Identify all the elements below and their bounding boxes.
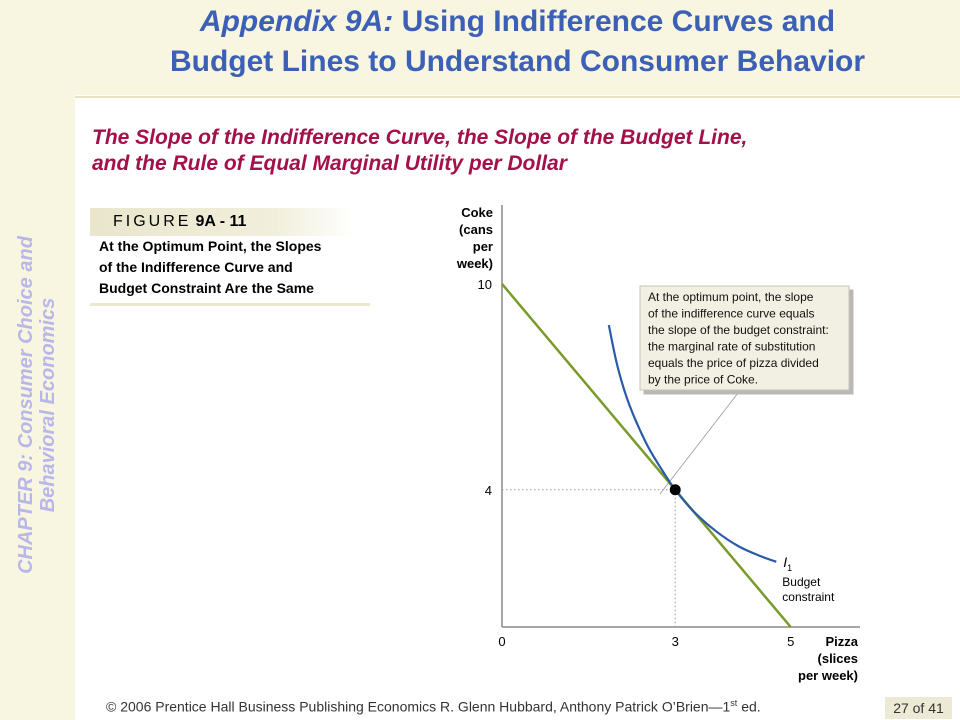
guide-lines xyxy=(502,489,676,627)
header-divider xyxy=(75,96,960,98)
annotation-text-line: of the indifference curve equals xyxy=(648,307,815,321)
annotation-leader-line xyxy=(659,392,739,495)
annotation-text-line: equals the price of pizza divided xyxy=(648,356,819,370)
figure-number: 9A - 11 xyxy=(195,213,247,230)
figure-caption-line: Budget Constraint Are the Same xyxy=(99,280,314,296)
header-band xyxy=(75,0,960,95)
subtitle-line2: and the Rule of Equal Marginal Utility p… xyxy=(92,152,567,175)
slide-title-line1: Appendix 9A: Using Indifference Curves a… xyxy=(75,2,960,42)
footer-credits-end: ed. xyxy=(737,698,761,715)
y-axis-label-line: per xyxy=(473,239,493,254)
budget-constraint-line xyxy=(501,283,792,628)
x-tick-label: 3 xyxy=(672,634,679,649)
y-axis-label-line: (cans xyxy=(459,222,493,237)
figure-label-word: FIGURE xyxy=(113,213,192,230)
chart-axes xyxy=(501,205,860,628)
annotation-box xyxy=(639,285,850,391)
subtitle-line1: The Slope of the Indifference Curve, the… xyxy=(92,126,748,149)
annotation-text-line: the slope of the budget constraint: xyxy=(648,323,829,337)
footer-credits-text: © 2006 Prentice Hall Business Publishing… xyxy=(106,698,731,715)
page-number: 27 of 41 xyxy=(885,697,952,719)
annotation-text-line: At the optimum point, the slope xyxy=(648,290,814,304)
slide-title-line2: Budget Lines to Understand Consumer Beha… xyxy=(169,45,866,78)
slide-subtitle: The Slope of the Indifference Curve, the… xyxy=(92,125,942,177)
y-axis-label-line: Coke xyxy=(461,205,493,220)
footer-edition-sup: st xyxy=(730,698,738,708)
figure-caption-line: At the Optimum Point, the Slopes xyxy=(99,238,322,254)
tick-labels: 4 10 0 3 5 xyxy=(478,277,795,649)
x-tick-label: 5 xyxy=(787,634,794,649)
slide-title: Appendix 9A: Using Indifference Curves a… xyxy=(75,2,960,82)
figure-caption: At the Optimum Point, the Slopes of the … xyxy=(99,236,399,299)
figure-label: FIGURE 9A - 11 xyxy=(113,213,246,231)
figure-label-band xyxy=(90,208,355,236)
annotation-text-line: by the price of Coke. xyxy=(648,373,758,387)
footer-credits: © 2006 Prentice Hall Business Publishing… xyxy=(106,698,761,715)
sidebar xyxy=(0,0,75,720)
chart-points xyxy=(669,484,681,496)
annotation: At the optimum point, the slope of the in… xyxy=(639,285,850,495)
budget-constraint-label-line: constraint xyxy=(782,590,835,604)
x-axis-label-line: Pizza xyxy=(825,634,858,649)
y-axis-label: Coke (cans per week) xyxy=(456,205,493,271)
slide-title-rest: Using Indifference Curves and xyxy=(393,5,836,38)
y-tick-label: 10 xyxy=(478,277,492,292)
indifference-curve-label: I1 xyxy=(783,554,792,573)
annotation-text-line: the marginal rate of substitution xyxy=(648,340,815,354)
slide-title-appendix: Appendix 9A: xyxy=(199,5,394,38)
x-axis-label-line: (slices xyxy=(818,651,858,666)
optimum-point xyxy=(669,484,681,496)
y-tick-label: 4 xyxy=(485,483,492,498)
indifference-curve-label-sub: 1 xyxy=(787,563,792,573)
y-axis-label-line: week) xyxy=(456,256,493,271)
x-tick-label: 0 xyxy=(498,634,505,649)
figure-caption-divider xyxy=(90,303,370,306)
figure-caption-line: of the Indifference Curve and xyxy=(99,259,293,275)
budget-constraint-label-line: Budget xyxy=(782,575,821,589)
x-axis-label-line: per week) xyxy=(798,668,858,683)
x-axis-label: Pizza (slices per week) xyxy=(798,634,859,683)
